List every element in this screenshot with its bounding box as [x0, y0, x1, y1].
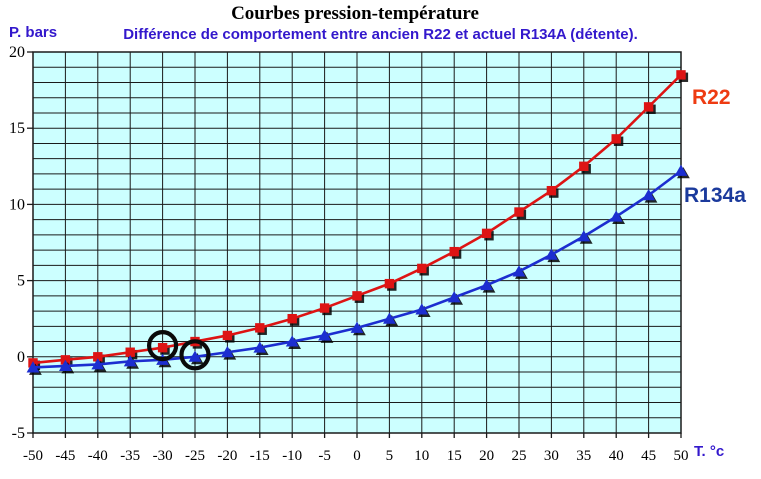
svg-text:-5: -5: [318, 448, 331, 464]
svg-text:15: 15: [447, 448, 462, 464]
chart-subtitle: Différence de comportement entre ancien …: [123, 26, 638, 43]
y-axis-unit-label: P. bars: [9, 24, 58, 41]
svg-text:-45: -45: [55, 448, 75, 464]
svg-text:20: 20: [479, 448, 494, 464]
axis-ticks: [27, 51, 682, 438]
svg-text:-25: -25: [185, 448, 205, 464]
svg-text:0: 0: [353, 448, 361, 464]
svg-text:-10: -10: [282, 448, 302, 464]
highlight-circles: [147, 330, 211, 371]
svg-text:35: 35: [576, 448, 591, 464]
chart-title: Courbes pression-température: [231, 3, 479, 24]
svg-text:40: 40: [609, 448, 624, 464]
svg-text:-15: -15: [250, 448, 270, 464]
svg-text:50: 50: [674, 448, 689, 464]
svg-text:30: 30: [544, 448, 559, 464]
svg-text:-5: -5: [12, 425, 25, 442]
svg-text:5: 5: [386, 448, 394, 464]
svg-text:15: 15: [9, 120, 25, 137]
svg-text:20: 20: [9, 44, 25, 61]
svg-text:25: 25: [512, 448, 527, 464]
svg-text:0: 0: [17, 349, 25, 366]
svg-text:10: 10: [414, 448, 429, 464]
highlight-circle-r134a: [179, 339, 211, 371]
svg-text:-20: -20: [217, 448, 237, 464]
series-label-r134a: R134a: [684, 184, 746, 207]
svg-text:-30: -30: [153, 448, 173, 464]
x-tick-labels: -50 -45 -40 -35 -30 -25 -20 -15 -10 -5 0 5 10 15 20 25 3…: [23, 448, 689, 464]
svg-text:-50: -50: [23, 448, 43, 464]
svg-text:45: 45: [641, 448, 656, 464]
series-r22: [28, 70, 689, 370]
series-label-r22: R22: [692, 86, 731, 109]
svg-text:-35: -35: [120, 448, 140, 464]
x-axis-unit-label: T. °c: [694, 443, 725, 460]
svg-text:-40: -40: [88, 448, 108, 464]
y-tick-labels: -5 0 5 10 15 20: [9, 44, 25, 442]
svg-text:5: 5: [17, 273, 25, 290]
highlight-circle-r22: [147, 330, 179, 362]
svg-text:10: 10: [9, 196, 25, 213]
